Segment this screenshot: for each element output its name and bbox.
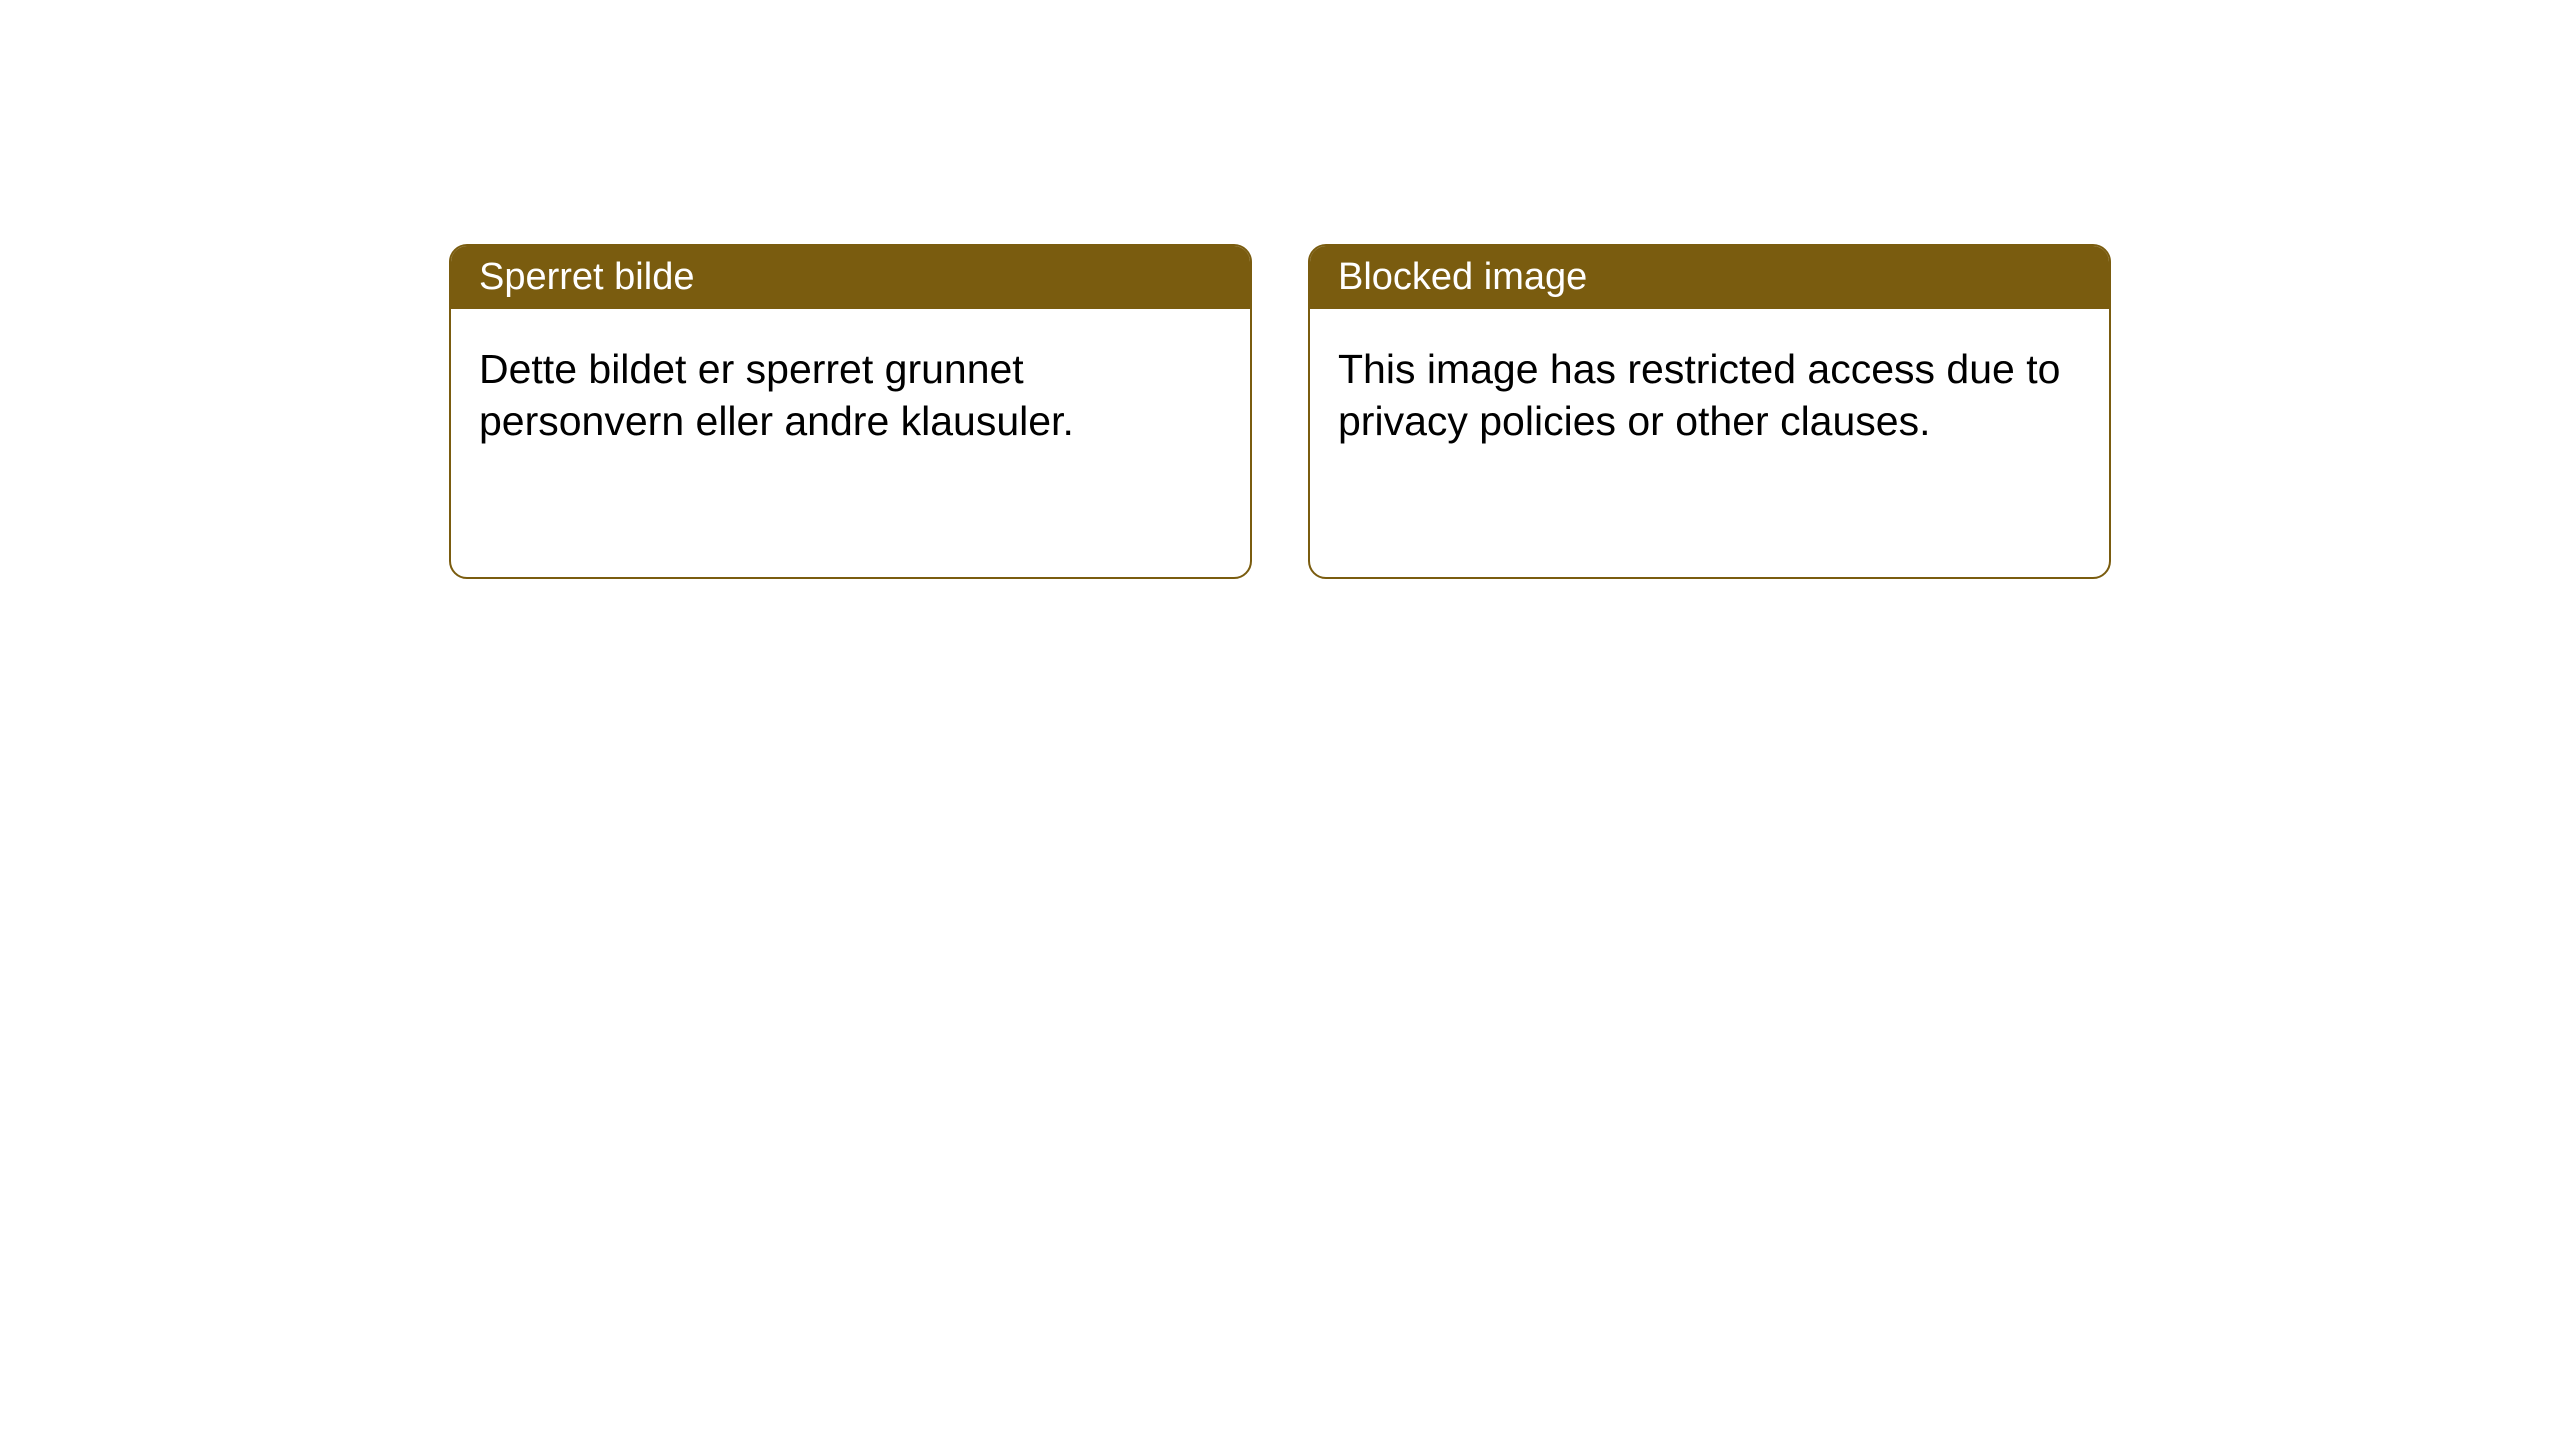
notice-card-norwegian: Sperret bilde Dette bildet er sperret gr…	[449, 244, 1252, 579]
card-title: Sperret bilde	[479, 256, 694, 298]
card-title: Blocked image	[1338, 256, 1587, 298]
card-body: Dette bildet er sperret grunnet personve…	[451, 309, 1250, 482]
card-header: Sperret bilde	[451, 246, 1250, 309]
card-body-text: Dette bildet er sperret grunnet personve…	[479, 346, 1074, 444]
card-header: Blocked image	[1310, 246, 2109, 309]
card-body-text: This image has restricted access due to …	[1338, 346, 2060, 444]
card-body: This image has restricted access due to …	[1310, 309, 2109, 482]
notice-card-english: Blocked image This image has restricted …	[1308, 244, 2111, 579]
notice-cards-container: Sperret bilde Dette bildet er sperret gr…	[0, 0, 2560, 579]
